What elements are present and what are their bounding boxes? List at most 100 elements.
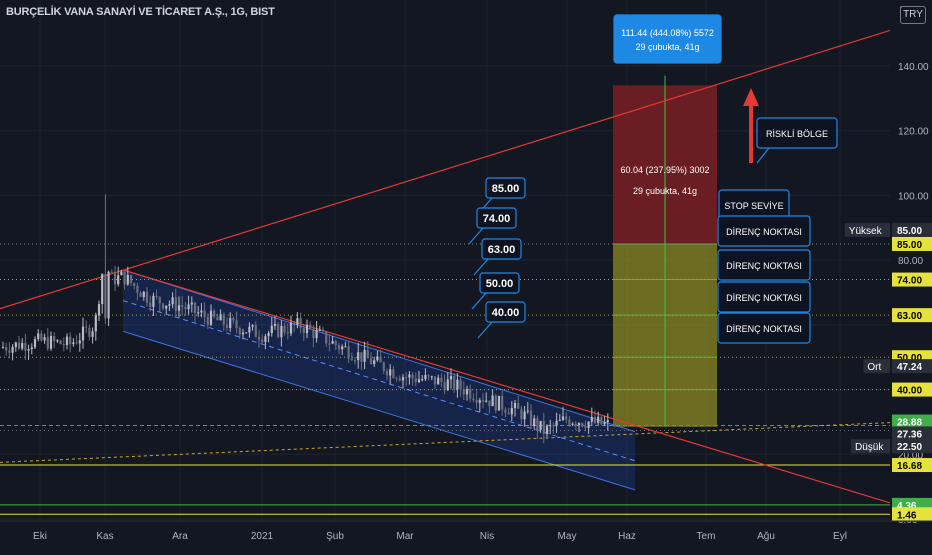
candle-body: [235, 320, 238, 329]
price-label-bg: [892, 308, 932, 323]
candle-body: [494, 395, 497, 411]
candle-body: [353, 360, 357, 362]
candle-body: [69, 336, 72, 345]
candle-body: [161, 303, 165, 309]
annotations: 85.00 74.00 63.00 50.00 40.00 STOP SEVİYE DİRE…: [468, 14, 838, 344]
price-label-bg: [892, 272, 932, 287]
candle-body: [8, 350, 11, 353]
candle-body: [433, 376, 437, 385]
candle-body: [325, 331, 328, 344]
channel-upper: [122, 269, 636, 433]
resistance-callout-text: DİRENÇ NOKTASI: [726, 227, 802, 237]
candles: [1, 194, 609, 444]
candle-body: [376, 356, 379, 361]
candle-body: [373, 360, 376, 364]
measure-top-label: 111.44 (444.08%) 5572 29 çubukta, 41g: [613, 14, 722, 64]
candle-body: [283, 325, 286, 333]
price-label-bg: [892, 236, 932, 251]
candle-body: [46, 337, 49, 349]
target-callout: 85.00: [485, 177, 526, 199]
candle-body: [488, 400, 491, 407]
time-tick-label: Ara: [172, 531, 188, 542]
candle-body: [216, 316, 219, 321]
candle-body: [126, 274, 129, 285]
callout-pointer: [473, 258, 489, 276]
time-axis: Eki Kas Ara 2021 Şub Mar Nis May Haz Tem Ağu Eyl: [0, 520, 932, 542]
candle-body: [24, 342, 27, 351]
candle-body: [481, 400, 485, 402]
candle-body: [43, 337, 46, 341]
candle-body: [485, 400, 488, 402]
target-callout-frame: [485, 301, 526, 323]
candle-body: [155, 295, 158, 297]
candle-body: [510, 407, 513, 415]
candle-body: [299, 318, 302, 328]
candle-body: [533, 418, 536, 427]
down-trend-line: [122, 269, 891, 504]
candle-body: [504, 409, 507, 413]
candle-body: [206, 316, 209, 325]
price-label-bg: [892, 458, 932, 473]
candle-body: [549, 425, 552, 427]
candle-body: [49, 336, 53, 349]
candle-body: [225, 324, 229, 328]
candle-body: [123, 271, 126, 285]
candle-body: [571, 423, 574, 425]
candle-body: [453, 375, 456, 390]
candle-body: [491, 395, 494, 407]
price-label: 16.68: [897, 461, 922, 472]
currency-badge[interactable]: TRY: [900, 6, 926, 24]
time-tick-label: Şub: [326, 531, 344, 542]
risk-arrow-head: [743, 88, 759, 106]
candle-body: [478, 400, 481, 403]
candle-body: [501, 395, 504, 410]
rising-trend-line: [0, 422, 891, 463]
target-callout-text: 50.00: [486, 278, 514, 290]
resistance-callout-text: DİRENÇ NOKTASI: [726, 261, 802, 271]
candle-body: [11, 346, 14, 353]
candle-body: [91, 331, 94, 337]
candle-body: [565, 416, 568, 420]
candle-body: [152, 295, 155, 307]
candle-body: [542, 420, 545, 434]
measure-top-label-text: 111.44 (444.08%) 5572: [621, 28, 714, 38]
price-label-bg: [892, 222, 932, 237]
risk-callout: RİSKLİ BÖLGE: [756, 117, 838, 149]
candle-body: [158, 296, 161, 304]
candle-body: [600, 416, 603, 425]
candle-body: [587, 421, 590, 429]
channel-fill: [123, 269, 635, 490]
target-callout: 63.00: [481, 238, 522, 260]
candle-body: [209, 310, 213, 325]
candle-body: [395, 377, 398, 379]
candle-body: [94, 315, 97, 332]
candle-body: [270, 325, 273, 334]
candle-body: [296, 318, 299, 325]
price-tick-label: 120.00: [898, 127, 929, 138]
candle-body: [88, 327, 91, 337]
candle-body: [293, 322, 296, 325]
candle-body: [536, 418, 539, 430]
candle-body: [574, 423, 577, 426]
candle-body: [318, 329, 321, 331]
price-label: 40.00: [897, 386, 922, 397]
price-label: 74.00: [897, 276, 922, 287]
candle-body: [267, 333, 270, 337]
time-tick-label: Mar: [396, 531, 414, 542]
price-tag-bg: [851, 439, 890, 454]
candle-body: [593, 416, 597, 423]
candle-body: [257, 337, 261, 340]
candle-body: [456, 379, 459, 390]
chart-title: BURÇELİK VANA SANAYİ VE TİCARET A.Ş., 1G…: [6, 6, 275, 18]
target-callout-text: 40.00: [492, 307, 520, 319]
candle-body: [75, 342, 78, 344]
candle-body: [497, 395, 501, 411]
candle-body: [312, 328, 315, 339]
candle-body: [443, 381, 446, 391]
candle-body: [222, 314, 225, 325]
price-label-bg: [892, 507, 932, 522]
candle-body: [603, 422, 606, 425]
price-label: 85.00: [897, 226, 922, 237]
